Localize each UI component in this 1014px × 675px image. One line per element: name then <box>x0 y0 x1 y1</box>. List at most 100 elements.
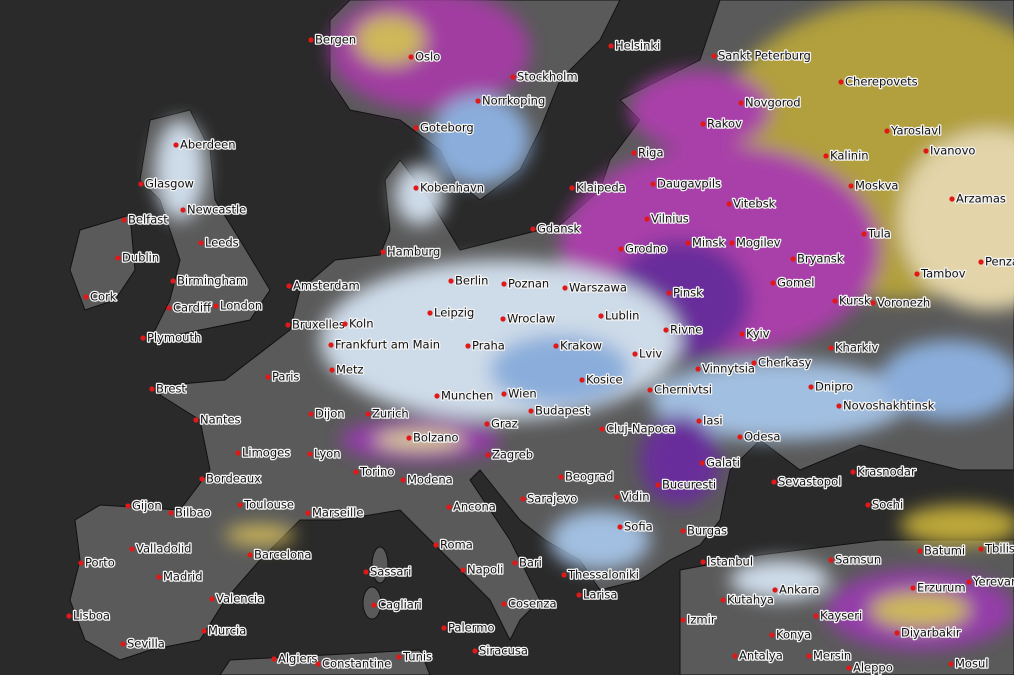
city-label: Kalinin <box>830 149 869 163</box>
city-label: Marseille <box>312 506 363 520</box>
city-label: Berlin <box>455 274 488 288</box>
city-dot <box>307 451 313 457</box>
city-label: Vinnytsia <box>702 362 755 376</box>
city-label: Toulouse <box>243 498 294 512</box>
city-label: Burgas <box>687 524 727 538</box>
city-label: Praha <box>472 339 505 353</box>
city-dot <box>832 298 838 304</box>
city-label: Cagliari <box>378 598 422 612</box>
city-label: Algiers <box>278 652 317 666</box>
city-label: Murcia <box>208 624 246 638</box>
city-label: Dijon <box>315 407 345 421</box>
city-dot <box>663 327 669 333</box>
city-label: Yerevan <box>972 575 1014 589</box>
city-label: Graz <box>491 417 518 431</box>
city-dot <box>732 653 738 659</box>
city-label: Leipzig <box>434 306 474 320</box>
city-label: Helsinki <box>615 39 660 53</box>
city-dot <box>528 408 534 414</box>
city-label: Pinsk <box>673 286 703 300</box>
city-dot <box>166 305 172 311</box>
city-dot <box>305 510 311 516</box>
city-label: Wien <box>508 387 537 401</box>
city-label: Aberdeen <box>180 138 236 152</box>
city-label: Torino <box>359 465 394 479</box>
city-dot <box>700 559 706 565</box>
city-dot <box>485 452 491 458</box>
city-label: Krasnodar <box>857 465 916 479</box>
city-dot <box>198 240 204 246</box>
city-dot <box>850 469 856 475</box>
city-label: Kayseri <box>820 609 862 623</box>
city-dot <box>140 335 146 341</box>
city-label: Kharkiv <box>835 341 878 355</box>
city-label: Goteborg <box>420 121 474 135</box>
city-dot <box>170 278 176 284</box>
city-label: Munchen <box>441 389 493 403</box>
city-dot <box>650 181 656 187</box>
city-dot <box>472 648 478 654</box>
city-label: Lyon <box>314 447 340 461</box>
city-label: Zagreb <box>492 448 533 462</box>
city-label: Antalya <box>739 649 783 663</box>
city-dot <box>271 656 277 662</box>
city-dot <box>342 321 348 327</box>
city-dot <box>884 128 890 134</box>
city-label: Koln <box>349 317 374 331</box>
city-label: Hamburg <box>387 245 440 259</box>
city-label: Napoli <box>467 563 503 577</box>
city-dot <box>729 240 735 246</box>
city-label: Lublin <box>605 309 639 323</box>
city-dot <box>614 494 620 500</box>
city-dot <box>209 596 215 602</box>
city-dot <box>433 542 439 548</box>
city-dot <box>695 366 701 372</box>
city-dot <box>329 367 335 373</box>
city-dot <box>129 546 135 552</box>
city-layer: Bergen Oslo Helsinki Sankt Peterburg Stockho… <box>66 31 1014 675</box>
city-dot <box>173 142 179 148</box>
city-label: Cherepovets <box>845 75 918 89</box>
city-label: Newcastle <box>187 203 246 217</box>
city-dot <box>120 641 126 647</box>
city-dot <box>696 418 702 424</box>
city-label: Galati <box>706 456 740 470</box>
city-dot <box>699 460 705 466</box>
city-label: Yaroslavl <box>890 124 941 138</box>
city-label: Bryansk <box>797 252 844 266</box>
city-label: Istanbul <box>707 555 753 569</box>
city-label: Iasi <box>703 414 723 428</box>
city-label: Cork <box>90 290 117 304</box>
city-label: Mogilev <box>736 236 781 250</box>
city-dot <box>632 351 638 357</box>
city-label: Sarajevo <box>527 492 577 506</box>
city-dot <box>308 411 314 417</box>
city-dot <box>434 393 440 399</box>
city-label: Limoges <box>242 446 290 460</box>
city-label: Lisboa <box>73 609 110 623</box>
city-label: Bolzano <box>413 431 459 445</box>
city-label: Madrid <box>163 570 203 584</box>
city-dot <box>286 283 292 289</box>
city-label: Birmingham <box>177 274 247 288</box>
city-label: Aleppo <box>853 661 893 675</box>
city-label: Moskva <box>855 179 898 193</box>
city-dot <box>870 300 876 306</box>
city-dot <box>265 374 271 380</box>
city-dot <box>828 345 834 351</box>
city-label: Ivanovo <box>930 144 975 158</box>
city-label: Palermo <box>448 621 495 635</box>
city-dot <box>193 417 199 423</box>
city-label: Kursk <box>839 294 871 308</box>
city-dot <box>769 632 775 638</box>
city-label: Vidin <box>621 490 650 504</box>
city-label: Cosenza <box>508 597 557 611</box>
city-label: Valladolid <box>136 542 191 556</box>
city-label: Gijon <box>132 499 162 513</box>
city-dot <box>978 546 984 552</box>
city-dot <box>576 592 582 598</box>
city-dot <box>180 207 186 213</box>
city-label: Metz <box>336 363 364 377</box>
city-label: Sassari <box>370 565 411 579</box>
